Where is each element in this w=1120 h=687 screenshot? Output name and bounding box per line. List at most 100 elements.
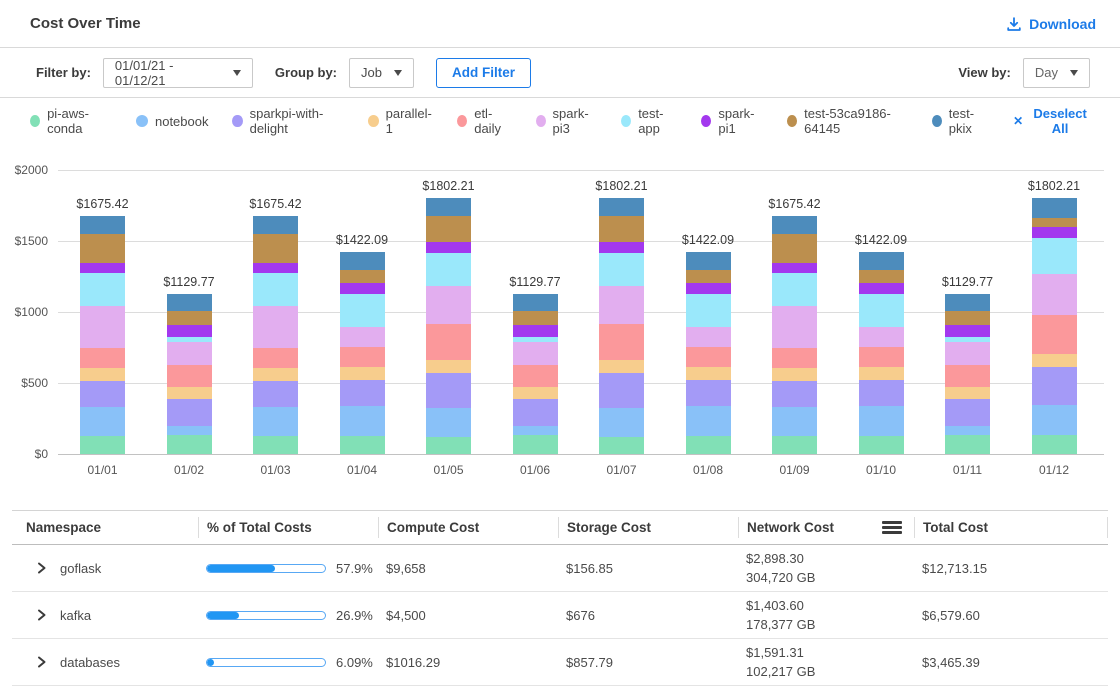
bar-segment-test-pkix (685, 252, 731, 271)
page-title: Cost Over Time (30, 15, 141, 32)
bar-segment-pi-aws-conda (512, 435, 558, 454)
bar-segment-test-pkix (772, 216, 817, 235)
bar-segment-notebook (945, 426, 990, 436)
y-axis-tick-label: $0 (34, 447, 48, 461)
legend-item[interactable]: spark-pi1 (701, 106, 763, 136)
legend-item[interactable]: notebook (135, 114, 208, 129)
stacked-bar-01-08 (685, 252, 731, 454)
row-expand-chevron-icon[interactable] (36, 609, 47, 621)
bar-segment-sparkpi-with-delight (253, 380, 298, 407)
bar-segment-spark-pi3 (1031, 273, 1077, 315)
chevron-down-icon (232, 69, 241, 76)
deselect-all-button[interactable]: ✕ Deselect All (1013, 106, 1090, 136)
bar-segment-test-53ca9186-64145 (858, 270, 904, 283)
view-by-label: View by: (958, 65, 1011, 80)
bar-segment-parallel-1 (772, 367, 817, 381)
bar-segment-etl-daily (1031, 314, 1077, 355)
bar-total-label: $1675.42 (768, 197, 821, 212)
bar-segment-test-pkix (599, 198, 644, 217)
stacked-bar-01-12 (1031, 198, 1077, 454)
x-axis-tick-label: 01/12 (1038, 463, 1070, 477)
bar-segment-spark-pi1 (772, 262, 817, 273)
column-reorder-icon[interactable] (882, 521, 902, 534)
bar-total-label: $1675.42 (249, 197, 302, 212)
download-button[interactable]: Download (1006, 16, 1096, 32)
legend-item[interactable]: parallel-1 (367, 106, 433, 136)
bar-segment-pi-aws-conda (1031, 435, 1077, 454)
page-header: Cost Over Time Download (0, 0, 1120, 48)
bar-segment-parallel-1 (512, 387, 558, 400)
legend-item[interactable]: spark-pi3 (535, 106, 598, 136)
bar-segment-parallel-1 (1031, 354, 1077, 367)
bar-segment-test-53ca9186-64145 (1031, 217, 1077, 227)
legend-dot-icon (701, 115, 712, 127)
legend-dot-icon (367, 115, 379, 127)
bar-segment-test-pkix (1031, 198, 1077, 218)
bar-total-label: $1422.09 (335, 233, 389, 248)
bar-segment-sparkpi-with-delight (512, 399, 558, 427)
stacked-bar-01-06 (512, 293, 558, 454)
group-by-select[interactable]: Job (349, 57, 414, 88)
legend-item[interactable]: etl-daily (457, 106, 511, 136)
bar-segment-pi-aws-conda (166, 435, 212, 454)
bar-segment-notebook (426, 408, 471, 437)
deselect-all-label: Deselect All (1033, 106, 1087, 136)
legend-item[interactable]: test-pkix (931, 106, 989, 136)
bar-segment-spark-pi1 (1031, 226, 1077, 238)
bar-total-label: $1129.77 (941, 274, 994, 289)
legend-item[interactable]: test-app (621, 106, 677, 136)
bar-segment-test-app (772, 272, 817, 307)
row-expand-chevron-icon[interactable] (36, 562, 47, 574)
y-axis-tick-label: $2000 (14, 163, 48, 177)
bar-segment-parallel-1 (253, 367, 298, 381)
bar-segment-parallel-1 (166, 387, 212, 400)
bar-segment-sparkpi-with-delight (685, 380, 731, 407)
bar-segment-parallel-1 (80, 367, 125, 381)
y-axis-tick-label: $1500 (14, 234, 48, 248)
percent-progress-bar (206, 657, 326, 667)
bar-segment-etl-daily (945, 365, 990, 388)
gridline (58, 241, 1104, 242)
bar-segment-test-pkix (166, 293, 212, 312)
bar-segment-notebook (599, 408, 644, 437)
legend-item[interactable]: test-53ca9186-64145 (787, 106, 908, 136)
bar-segment-test-53ca9186-64145 (253, 234, 298, 263)
y-axis-tick-label: $500 (21, 376, 48, 390)
bar-segment-spark-pi3 (685, 327, 731, 348)
add-filter-button[interactable]: Add Filter (435, 57, 531, 88)
bar-total-label: $1422.09 (854, 233, 908, 248)
stacked-bar-01-04 (339, 252, 385, 454)
date-range-select[interactable]: 01/01/21 - 01/12/21 (102, 57, 253, 88)
x-axis-tick-label: 01/08 (692, 463, 724, 477)
namespace-cost-table: Namespace % of Total Costs Compute Cost … (12, 510, 1108, 686)
compute-cost-cell: $4,500 (386, 607, 426, 623)
row-expand-chevron-icon[interactable] (36, 656, 47, 668)
view-by-select[interactable]: Day (1022, 57, 1090, 88)
legend-dot-icon (457, 115, 468, 127)
bar-segment-spark-pi1 (858, 282, 904, 295)
bar-segment-pi-aws-conda (945, 435, 990, 454)
filter-by-label: Filter by: (36, 65, 91, 80)
table-row: kafka 26.9% $4,500 $676 $1,403.60 178,377 GB $… (12, 592, 1108, 639)
bar-segment-test-app (166, 336, 212, 342)
legend-item-label: sparkpi-with-delight (249, 106, 324, 136)
bar-segment-notebook (253, 406, 298, 436)
bar-segment-spark-pi1 (945, 324, 990, 337)
percent-progress-fill (207, 564, 276, 572)
legend-item[interactable]: pi-aws-conda (30, 106, 112, 136)
bar-segment-test-53ca9186-64145 (685, 270, 731, 283)
stacked-bar-01-10 (858, 252, 904, 454)
bar-segment-spark-pi3 (858, 327, 904, 348)
bar-segment-test-53ca9186-64145 (426, 216, 471, 243)
bar-segment-sparkpi-with-delight (339, 380, 385, 407)
legend-dot-icon (535, 115, 546, 127)
bar-segment-test-pkix (426, 198, 471, 217)
stacked-bar-01-07 (599, 198, 644, 454)
column-header-namespace: Namespace (26, 520, 102, 535)
bar-segment-sparkpi-with-delight (426, 373, 471, 409)
bar-segment-etl-daily (772, 347, 817, 368)
legend-item[interactable]: sparkpi-with-delight (232, 106, 343, 136)
storage-cost-cell: $857.79 (566, 654, 613, 670)
percent-progress-bar (206, 563, 326, 573)
compute-cost-cell: $9,658 (386, 560, 426, 576)
